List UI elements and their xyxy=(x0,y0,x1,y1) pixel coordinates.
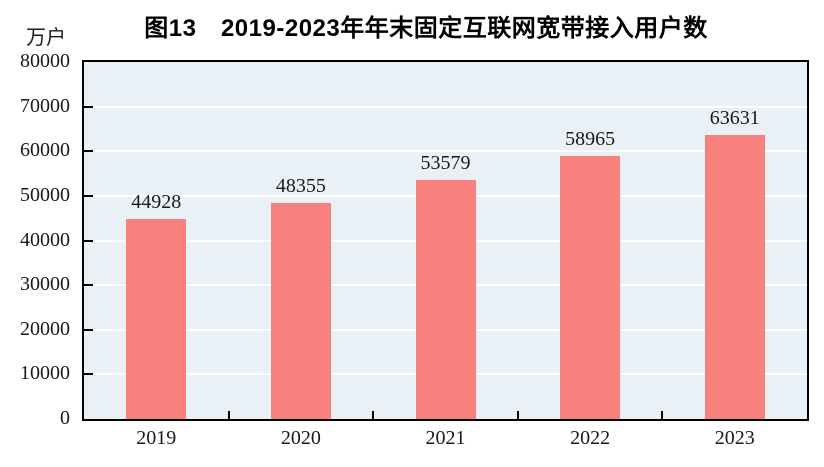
y-axis-tick-label: 70000 xyxy=(20,94,70,117)
y-axis-tick-label: 20000 xyxy=(20,317,70,340)
y-axis-tick-mark xyxy=(84,284,93,287)
x-axis-category-label: 2022 xyxy=(570,427,611,449)
y-axis-tick-label: 80000 xyxy=(20,50,70,72)
y-axis-tick-mark xyxy=(84,105,93,108)
x-axis-tick-mark xyxy=(661,411,664,419)
x-axis-category-label: 2020 xyxy=(280,427,321,449)
y-axis-tick-mark xyxy=(84,150,93,153)
y-axis-tick-label: 10000 xyxy=(20,362,70,385)
gridline xyxy=(84,105,807,108)
gridline xyxy=(84,150,807,153)
bar-value-label: 63631 xyxy=(709,107,760,130)
x-axis-tick-mark xyxy=(516,411,519,419)
chart-title: 图13 2019-2023年年末固定互联网宽带接入用户数 xyxy=(144,15,708,42)
bar xyxy=(270,203,331,419)
plot-area xyxy=(82,60,809,421)
x-axis-tick-mark xyxy=(227,411,230,419)
y-axis-tick-mark xyxy=(84,373,93,376)
bar-value-label: 58965 xyxy=(565,127,616,150)
y-axis-tick-label: 40000 xyxy=(20,228,70,251)
y-axis-tick-label: 0 xyxy=(60,407,70,429)
y-axis-tick-mark xyxy=(84,239,93,242)
y-axis-tick-mark xyxy=(84,194,93,197)
y-axis-tick-label: 50000 xyxy=(20,183,70,206)
x-axis-category-label: 2019 xyxy=(136,427,177,449)
bar xyxy=(560,155,621,419)
y-axis-tick-label: 60000 xyxy=(20,139,70,162)
bar xyxy=(415,179,476,419)
bar-value-label: 44928 xyxy=(131,190,182,213)
x-axis-category-label: 2021 xyxy=(425,427,466,449)
bar xyxy=(126,218,187,419)
y-axis-tick-mark xyxy=(84,328,93,331)
y-axis-tick-label: 30000 xyxy=(20,273,70,296)
bar xyxy=(704,135,765,419)
y-axis-unit-label: 万户 xyxy=(26,27,66,49)
x-axis-category-label: 2023 xyxy=(714,427,755,449)
bar-value-label: 53579 xyxy=(420,151,471,174)
x-axis-tick-mark xyxy=(372,411,375,419)
bar-value-label: 48355 xyxy=(275,175,326,198)
